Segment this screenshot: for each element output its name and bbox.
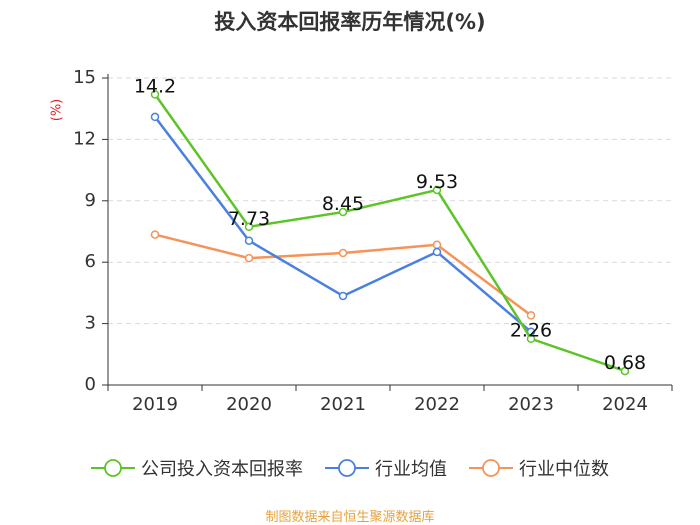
data-point <box>432 240 442 250</box>
data-point <box>244 236 254 245</box>
legend-item[interactable]: 行业均值 <box>325 455 447 481</box>
legend-label: 行业中位数 <box>519 459 609 480</box>
data-label: 9.53 <box>416 171 458 193</box>
data-label: 8.45 <box>322 193 364 215</box>
data-point <box>244 222 254 232</box>
y-axis-unit-label: (%) <box>50 100 65 120</box>
data-labels: 14.2 7.73 8.45 9.53 2.26 0.68 <box>134 75 646 374</box>
y-tick-label: 3 <box>85 313 96 334</box>
data-point <box>432 185 442 195</box>
data-point <box>526 311 536 320</box>
data-point <box>432 247 442 257</box>
y-axis-unit: (%) <box>50 100 65 120</box>
series-line <box>153 93 626 373</box>
y-tick-label: 0 <box>85 374 96 395</box>
legend-marker-icon <box>91 459 135 477</box>
series-line <box>154 233 532 317</box>
x-tick-label: 2019 <box>132 394 178 415</box>
x-tick-label: 2023 <box>508 394 554 415</box>
data-label: 2.26 <box>510 320 552 342</box>
x-tick-label: 2021 <box>320 394 366 415</box>
series <box>150 90 630 376</box>
y-tick-label: 15 <box>73 67 96 88</box>
x-tick-label: 2020 <box>226 394 272 415</box>
data-point <box>526 334 536 343</box>
data-point <box>338 248 348 258</box>
legend-marker-icon <box>325 459 369 477</box>
y-tick-label: 9 <box>85 190 96 211</box>
y-tick-label: 6 <box>85 251 96 272</box>
data-point <box>338 207 348 217</box>
data-label: 0.68 <box>604 352 646 374</box>
legend-item[interactable]: 行业中位数 <box>469 455 609 481</box>
legend: 公司投入资本回报率 行业均值 行业中位数 <box>0 455 700 481</box>
legend-label: 公司投入资本回报率 <box>141 459 303 480</box>
data-point <box>244 253 254 263</box>
source-note: 制图数据来自恒生聚源数据库 <box>265 510 435 525</box>
data-point <box>150 90 160 99</box>
chart-title: 投入资本回报率历年情况(%) <box>214 10 486 34</box>
legend-label: 行业均值 <box>375 459 447 480</box>
legend-item[interactable]: 公司投入资本回报率 <box>91 455 303 481</box>
data-point <box>338 291 348 301</box>
axes: 0 3 6 9 12 15 2019 2020 2021 2022 2023 2024 <box>73 67 673 415</box>
data-label: 7.73 <box>228 208 270 230</box>
data-point <box>150 112 160 122</box>
data-label: 14.2 <box>134 75 176 97</box>
y-tick-label: 12 <box>73 128 96 149</box>
data-point <box>150 230 160 239</box>
data-point <box>620 366 630 376</box>
x-tick-label: 2022 <box>414 394 460 415</box>
x-tick-label: 2024 <box>602 394 648 415</box>
legend-marker-icon <box>469 459 513 477</box>
